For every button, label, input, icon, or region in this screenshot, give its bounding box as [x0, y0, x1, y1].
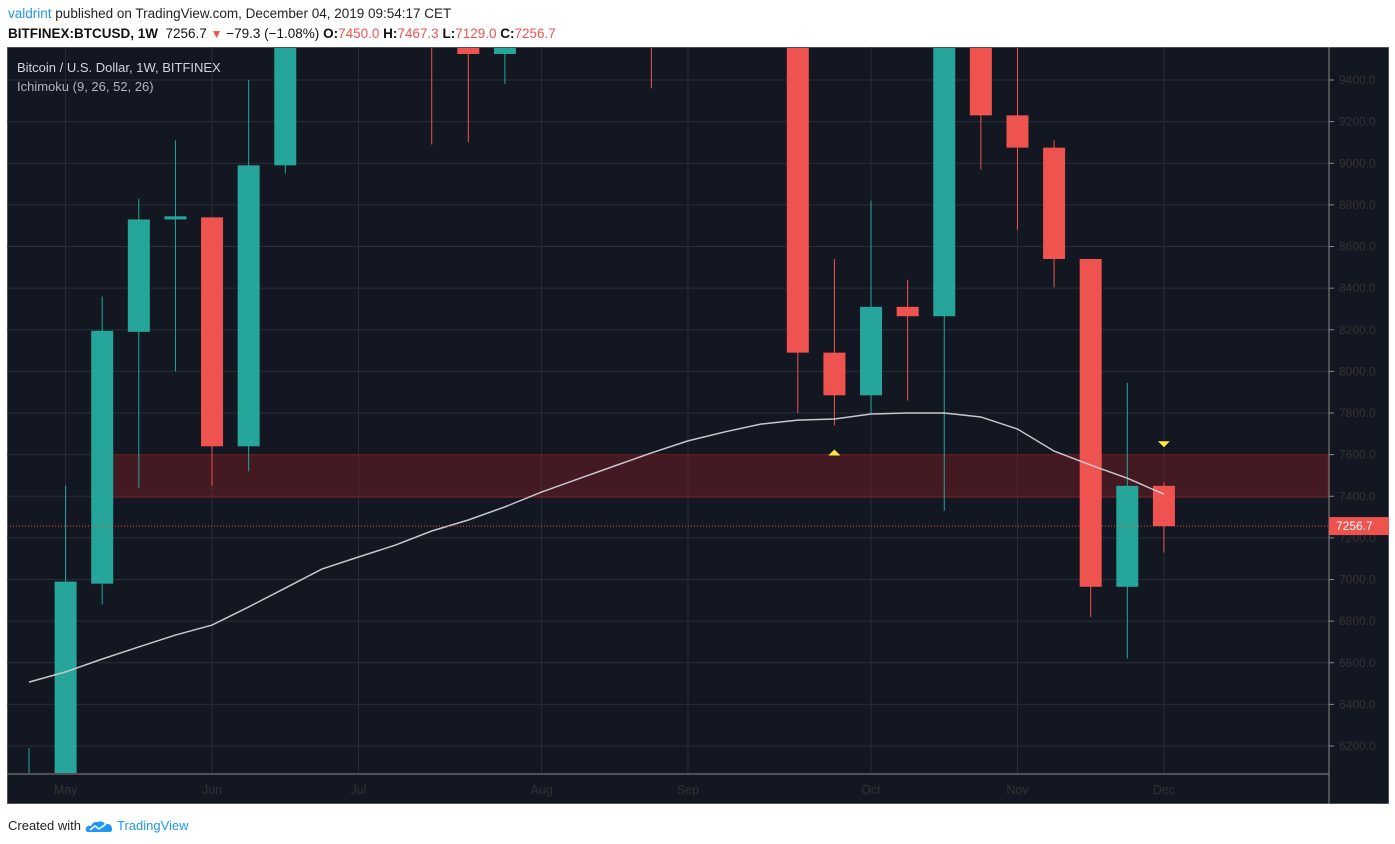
high-label: H: [383, 26, 398, 41]
candle-body [1116, 485, 1139, 587]
chart-background [7, 47, 1389, 804]
candle-body [493, 48, 516, 54]
x-tick-label: May [54, 783, 78, 797]
arrow-up-marker-icon [828, 449, 841, 456]
y-tick-label: 7000.0 [1339, 573, 1376, 587]
tradingview-link[interactable]: TradingView [116, 818, 189, 833]
candle-body [933, 48, 956, 317]
candle-body [201, 217, 224, 447]
close-label: C: [500, 26, 515, 41]
last-price-badge [1329, 517, 1389, 536]
x-tick-label: Nov [1006, 783, 1029, 797]
y-tick-label: 6800.0 [1339, 614, 1376, 628]
y-tick-label: 8400.0 [1339, 281, 1376, 295]
publish-info: valdrint published on TradingView.com, D… [8, 6, 451, 21]
last-price: 7256.7 [165, 26, 207, 41]
x-tick-label: Aug [530, 783, 552, 797]
y-tick-label: 8800.0 [1339, 198, 1376, 212]
candle-body [896, 306, 919, 317]
x-tick-label: Oct [861, 783, 881, 797]
open-value: 7450.0 [338, 26, 380, 41]
indicator-legend[interactable]: Ichimoku (9, 26, 52, 26) [17, 79, 154, 94]
author-link[interactable]: valdrint [8, 6, 52, 21]
candle-body [274, 48, 297, 166]
candle-body [237, 165, 260, 447]
high-value: 7467.3 [397, 26, 439, 41]
candle-body [786, 48, 809, 353]
price-change: −79.3 (−1.08%) [226, 26, 320, 41]
candle-body [969, 48, 992, 116]
candle-body [164, 216, 187, 220]
candle-body [1006, 115, 1029, 148]
y-tick-label: 8000.0 [1339, 364, 1376, 378]
low-label: L: [442, 26, 456, 41]
y-tick-label: 8200.0 [1339, 323, 1376, 337]
candle-body [457, 48, 480, 54]
x-tick-label: Jul [350, 783, 366, 797]
y-tick-label: 8600.0 [1339, 240, 1376, 254]
symbol: BITFINEX:BTCUSD, 1W [8, 26, 158, 41]
tradingview-cloud-icon [85, 820, 113, 832]
arrow-down-marker-icon [1157, 441, 1170, 448]
resistance-zone [92, 454, 1329, 498]
y-tick-label: 7600.0 [1339, 448, 1376, 462]
candle-body [1043, 147, 1066, 259]
symbol-info: BITFINEX:BTCUSD, 1W 7256.7 ▼ −79.3 (−1.0… [8, 26, 556, 41]
y-tick-label: 6600.0 [1339, 656, 1376, 670]
down-arrow-icon: ▼ [210, 27, 223, 41]
close-value: 7256.7 [514, 26, 556, 41]
x-tick-label: Dec [1153, 783, 1175, 797]
publish-text: published on TradingView.com, December 0… [55, 6, 452, 21]
last-price-label: 7256.7 [1336, 519, 1373, 533]
footer: Created with TradingView [8, 818, 189, 833]
y-tick-label: 9200.0 [1339, 115, 1376, 129]
x-tick-label: Sep [677, 783, 699, 797]
y-tick-label: 7400.0 [1339, 489, 1376, 503]
ichimoku-line [28, 412, 1165, 683]
candle-body [1152, 485, 1175, 527]
candle-body [91, 330, 114, 584]
y-tick-label: 9000.0 [1339, 156, 1376, 170]
x-tick-label: Jun [202, 783, 222, 797]
candle-body [823, 352, 846, 396]
candle-body [1079, 258, 1102, 587]
y-tick-label: 6400.0 [1339, 697, 1376, 711]
created-with-text: Created with [8, 818, 81, 833]
y-tick-label: 6200.0 [1339, 739, 1376, 753]
candle-body [127, 219, 150, 332]
open-label: O: [323, 26, 339, 41]
chart-legend-title: Bitcoin / U.S. Dollar, 1W, BITFINEX [17, 60, 221, 75]
y-tick-label: 9400.0 [1339, 73, 1376, 87]
price-chart[interactable]: 6200.06400.06600.06800.07000.07200.07400… [7, 47, 1389, 804]
low-value: 7129.0 [455, 26, 497, 41]
candle-body [860, 306, 883, 396]
y-tick-label: 7800.0 [1339, 406, 1376, 420]
candle-body [54, 581, 77, 773]
